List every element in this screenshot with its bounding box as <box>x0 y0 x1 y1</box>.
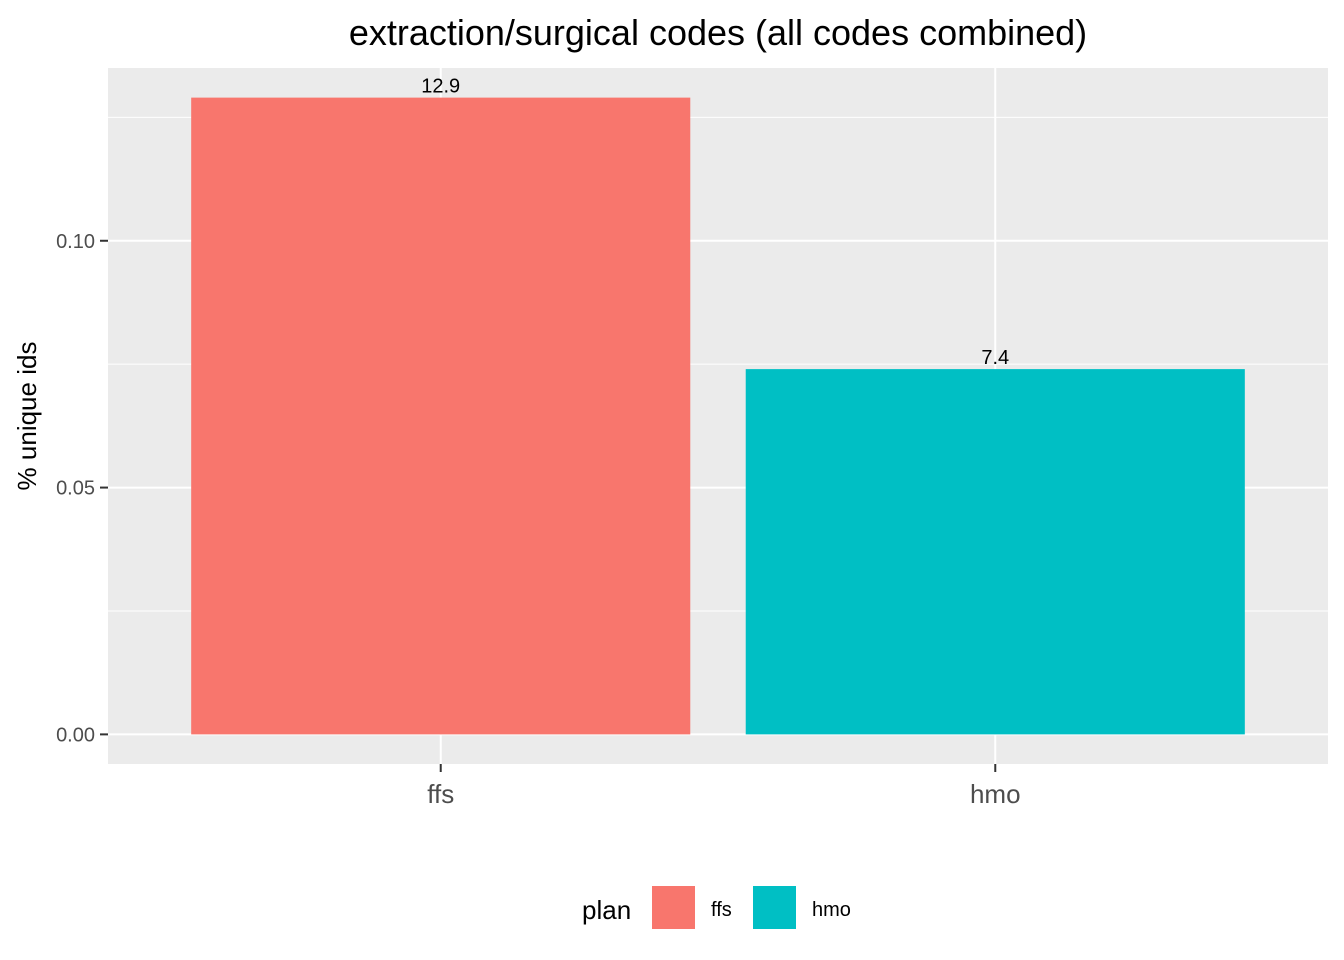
y-axis-label: % unique ids <box>12 342 42 491</box>
bar-ffs <box>191 97 691 735</box>
legend-key-hmo <box>753 886 796 929</box>
x-tick-label-hmo: hmo <box>970 779 1021 809</box>
y-axis: 0.00 0.05 0.10 <box>56 231 108 746</box>
y-tick-label: 0.05 <box>56 478 95 500</box>
bars <box>191 97 1245 735</box>
bar-hmo <box>745 369 1245 735</box>
x-tick-label-ffs: ffs <box>427 779 454 809</box>
legend-label-ffs: ffs <box>711 899 732 921</box>
y-tick-label: 0.10 <box>56 231 95 253</box>
legend: plan ffs hmo <box>582 886 851 929</box>
y-tick-label: 0.00 <box>56 724 95 746</box>
chart-title: extraction/surgical codes (all codes com… <box>349 12 1087 53</box>
x-axis: ffs hmo <box>427 764 1021 809</box>
legend-title: plan <box>582 895 631 925</box>
legend-key-ffs <box>652 886 695 929</box>
data-label-hmo: 7.4 <box>981 347 1009 369</box>
data-labels: 12.9 7.4 <box>421 76 1009 369</box>
data-label-ffs: 12.9 <box>421 76 460 98</box>
legend-label-hmo: hmo <box>812 899 851 921</box>
